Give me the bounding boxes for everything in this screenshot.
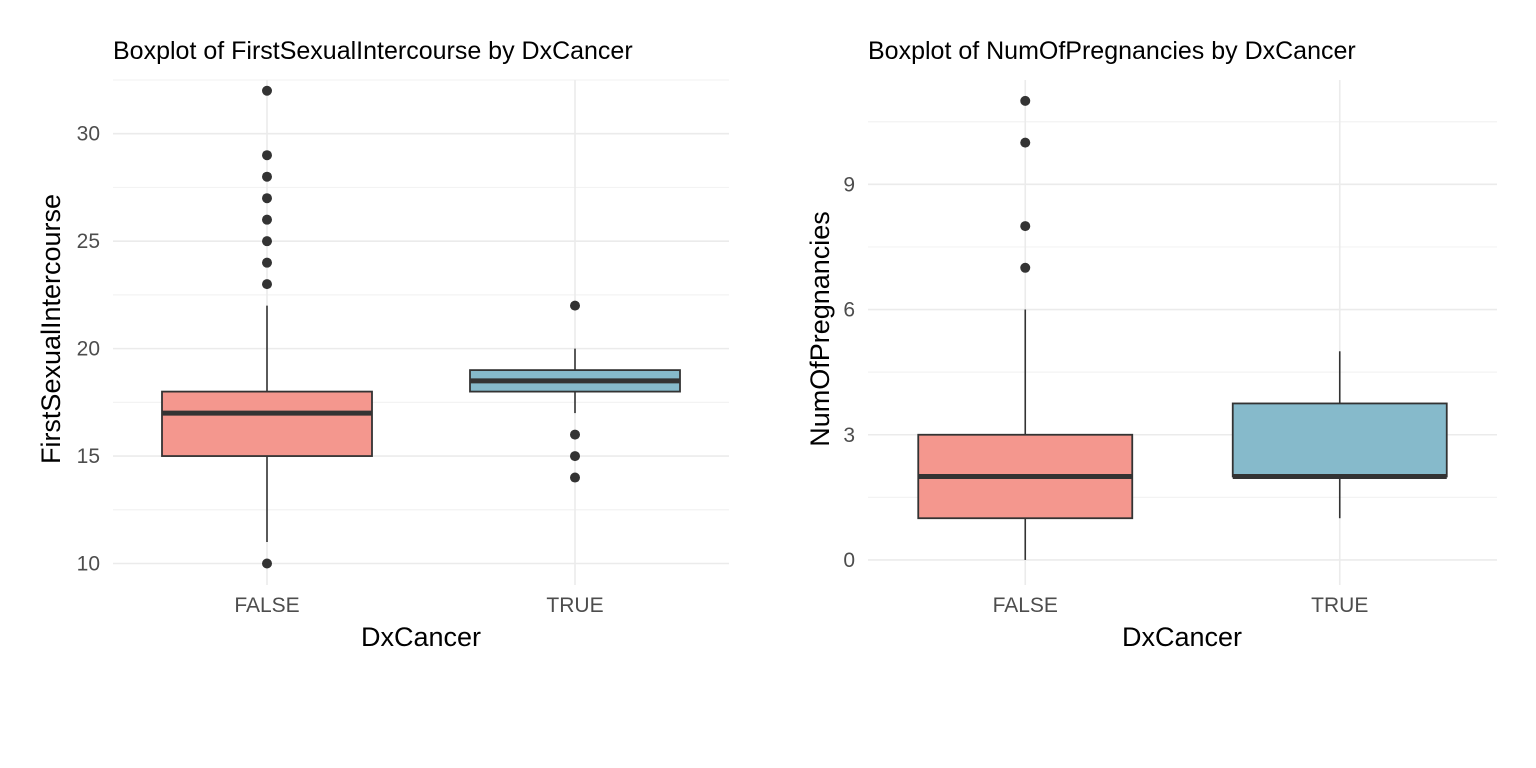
y-tick-label: 6 [843, 299, 855, 322]
outlier-point [1020, 95, 1031, 106]
outlier-point [262, 193, 272, 204]
boxplot-num-of-pregnancies: Boxplot of NumOfPregnancies by DxCancer … [805, 37, 1497, 652]
outlier-point [1020, 137, 1031, 148]
outlier-point [570, 300, 580, 311]
x-tick-label: FALSE [993, 594, 1058, 617]
outlier-point [262, 279, 272, 290]
chart-title: Boxplot of FirstSexualIntercourse by DxC… [113, 37, 633, 65]
outlier-point [262, 236, 272, 247]
outlier-point [262, 558, 272, 569]
chart-title: Boxplot of NumOfPregnancies by DxCancer [868, 37, 1356, 65]
x-tick-label: TRUE [1311, 594, 1368, 617]
box-false [161, 390, 373, 457]
y-tick-label: 9 [843, 173, 855, 196]
x-axis-title: DxCancer [1122, 622, 1242, 652]
y-axis-title: NumOfPregnancies [805, 211, 835, 447]
box-true [1231, 402, 1448, 478]
y-tick-label: 15 [77, 445, 100, 468]
x-tick-label: FALSE [234, 594, 299, 617]
y-tick-label: 20 [77, 338, 100, 361]
outlier-point [570, 472, 580, 483]
outlier-point [570, 451, 580, 462]
outlier-point [262, 150, 272, 161]
outlier-point [570, 429, 580, 440]
x-tick-label: TRUE [546, 594, 603, 617]
y-tick-label: 30 [77, 123, 100, 146]
outlier-point [262, 257, 272, 268]
y-tick-label: 0 [843, 549, 855, 572]
y-tick-label: 3 [843, 424, 855, 447]
outlier-point [262, 85, 272, 96]
y-axis-title: FirstSexualIntercourse [36, 194, 66, 464]
boxplot-first-sexual-intercourse: Boxplot of FirstSexualIntercourse by DxC… [36, 37, 729, 652]
outlier-point [1020, 262, 1031, 273]
y-tick-label: 10 [77, 553, 100, 576]
plot-area: 0 3 6 9 FALSE TRUE [843, 80, 1497, 617]
outlier-point [262, 171, 272, 182]
outlier-point [262, 214, 272, 225]
x-axis-title: DxCancer [361, 622, 481, 652]
y-tick-label: 25 [77, 230, 100, 253]
plot-area: 10 15 20 25 30 FALSE TRUE [77, 79, 729, 617]
outlier-point [1020, 221, 1031, 232]
